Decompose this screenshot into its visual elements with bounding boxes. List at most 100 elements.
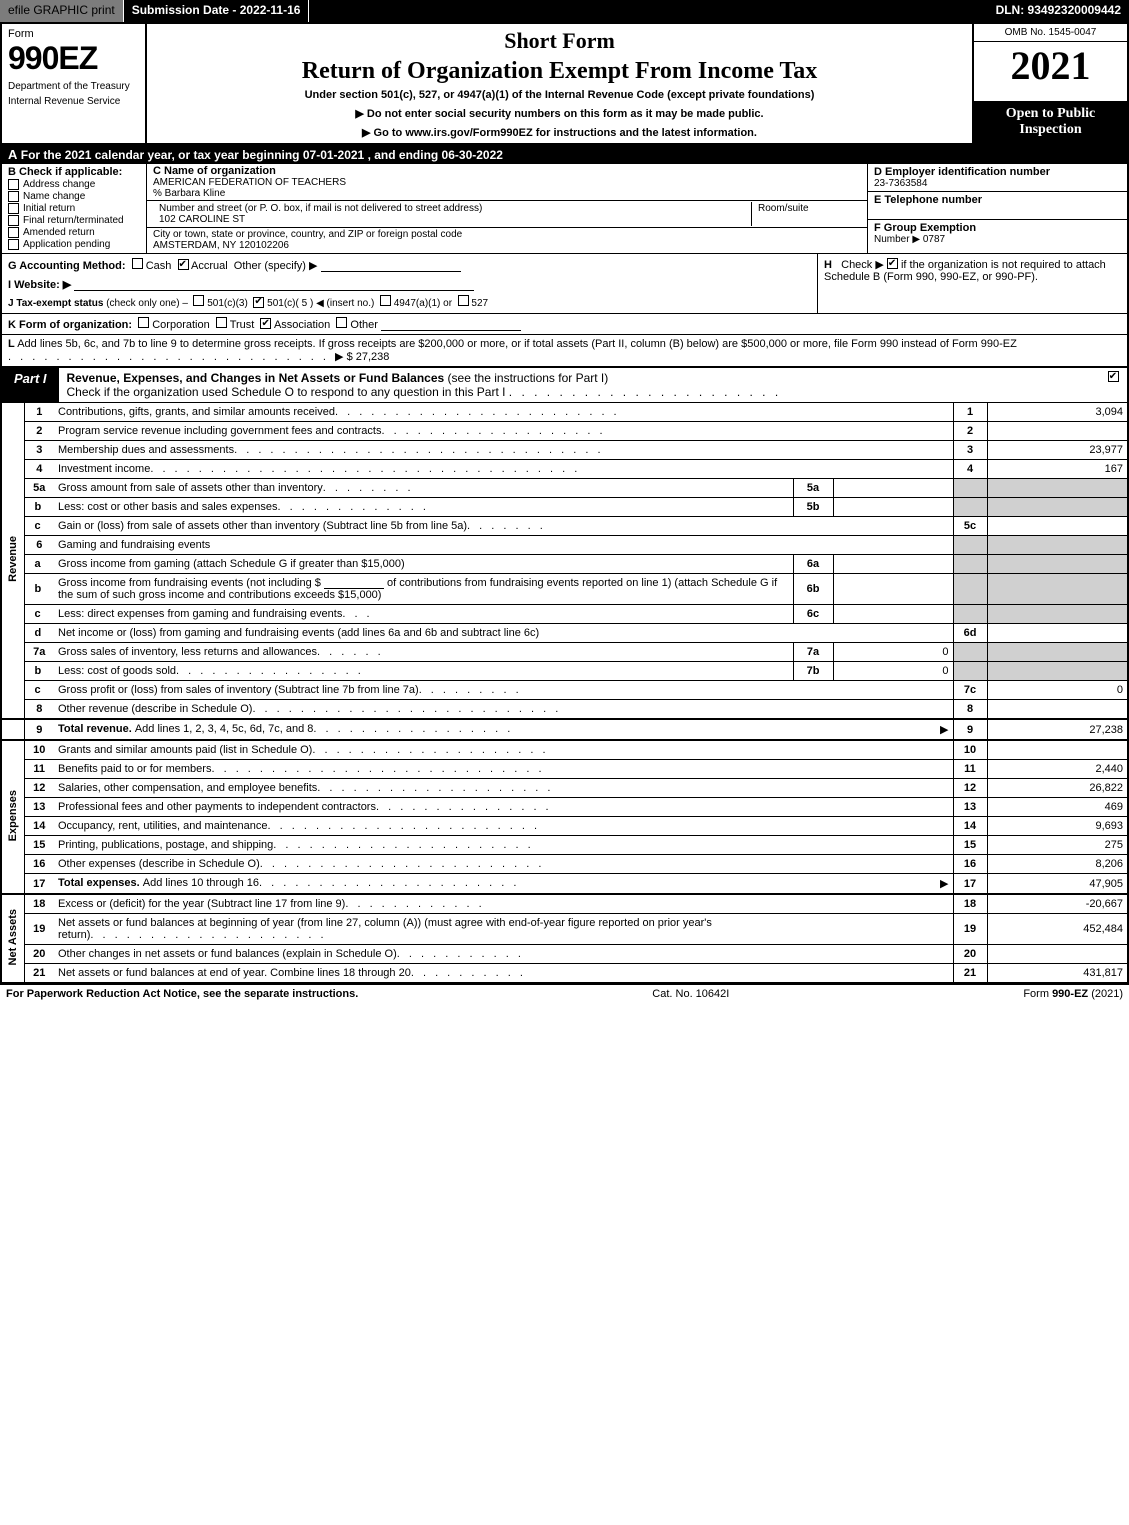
ln: c — [24, 681, 54, 700]
cb-amended-return[interactable] — [8, 227, 19, 238]
j-sub: (check only one) ‒ — [106, 298, 188, 309]
cb-address-change[interactable] — [8, 179, 19, 190]
table-row: 21 Net assets or fund balances at end of… — [2, 964, 1127, 983]
la — [987, 422, 1127, 441]
sh — [987, 643, 1127, 662]
a-text: For the 2021 calendar year, or tax year … — [21, 148, 503, 162]
la — [987, 624, 1127, 643]
table-row: 4 Investment income. . . . . . . . . . .… — [2, 460, 1127, 479]
g-other-blank[interactable] — [321, 260, 461, 272]
j-c3: 501(c)(3) — [207, 298, 248, 309]
table-row: d Net income or (loss) from gaming and f… — [2, 624, 1127, 643]
i-website-blank[interactable] — [74, 279, 474, 291]
b-addr: Address change — [23, 179, 95, 190]
row-a: A For the 2021 calendar year, or tax yea… — [2, 145, 1127, 164]
sh — [953, 605, 987, 624]
ld: Less: cost of goods sold — [58, 665, 176, 677]
d-head: D Employer identification number — [874, 166, 1050, 178]
sh — [953, 643, 987, 662]
table-row: Net Assets 18 Excess or (deficit) for th… — [2, 894, 1127, 914]
cb-assoc[interactable] — [260, 318, 271, 329]
cb-corp[interactable] — [138, 317, 149, 328]
ld: Other expenses (describe in Schedule O) — [58, 858, 260, 870]
cb-name-change[interactable] — [8, 191, 19, 202]
lm: 6c — [793, 605, 833, 624]
cb-h[interactable] — [887, 258, 898, 269]
lr: 11 — [953, 760, 987, 779]
cb-527[interactable] — [458, 295, 469, 306]
ln: 13 — [24, 798, 54, 817]
lmv — [833, 479, 953, 498]
top-bar: efile GRAPHIC print Submission Date - 20… — [0, 0, 1129, 22]
f-num-lbl: Number ▶ — [874, 234, 920, 245]
ln: 3 — [24, 441, 54, 460]
cb-trust[interactable] — [216, 317, 227, 328]
cb-application-pending[interactable] — [8, 239, 19, 250]
cb-501c3[interactable] — [193, 295, 204, 306]
form-number: 990EZ — [8, 40, 139, 77]
sh — [953, 479, 987, 498]
ln: 5a — [24, 479, 54, 498]
cb-4947a1[interactable] — [380, 295, 391, 306]
la: 47,905 — [987, 874, 1127, 895]
lr: 19 — [953, 914, 987, 945]
table-row: b Less: cost or other basis and sales ex… — [2, 498, 1127, 517]
lr: 2 — [953, 422, 987, 441]
cb-initial-return[interactable] — [8, 203, 19, 214]
ln: 11 — [24, 760, 54, 779]
cb-part1-scho[interactable] — [1108, 371, 1119, 382]
la: 9,693 — [987, 817, 1127, 836]
goto-link[interactable]: ▶ Go to www.irs.gov/Form990EZ for instru… — [153, 126, 966, 139]
lr: 18 — [953, 894, 987, 914]
lm: 5a — [793, 479, 833, 498]
irs-label: Internal Revenue Service — [8, 96, 139, 107]
cb-accrual[interactable] — [178, 259, 189, 270]
la — [987, 700, 1127, 720]
table-row: b Gross income from fundraising events (… — [2, 574, 1127, 605]
ld: Less: direct expenses from gaming and fu… — [58, 608, 342, 620]
arrow-icon: ▶ — [940, 723, 948, 736]
c-city-lbl: City or town, state or province, country… — [153, 229, 462, 240]
ld: Grants and similar amounts paid (list in… — [58, 744, 312, 756]
form-ref-b: 990-EZ — [1052, 988, 1088, 1000]
h-box: H Check ▶ if the organization is not req… — [817, 254, 1127, 313]
cb-other[interactable] — [336, 317, 347, 328]
ln: a — [24, 555, 54, 574]
ld: Contributions, gifts, grants, and simila… — [58, 406, 335, 418]
g-cash: Cash — [146, 260, 172, 272]
k-other-blank[interactable] — [381, 319, 521, 331]
arrow-icon: ▶ — [940, 877, 948, 890]
lm: 6a — [793, 555, 833, 574]
lr: 17 — [953, 874, 987, 895]
submission-date-tab[interactable]: Submission Date - 2022-11-16 — [124, 0, 310, 22]
ld: Gross income from gaming (attach Schedul… — [58, 558, 405, 570]
lmv — [833, 555, 953, 574]
ln: 12 — [24, 779, 54, 798]
ld: Other revenue (describe in Schedule O) — [58, 703, 252, 715]
ld: Other changes in net assets or fund bala… — [58, 948, 397, 960]
ldr: Add lines 1, 2, 3, 4, 5c, 6d, 7c, and 8 — [135, 723, 314, 736]
table-row: c Gain or (loss) from sale of assets oth… — [2, 517, 1127, 536]
part1-title: Revenue, Expenses, and Changes in Net As… — [59, 368, 1099, 402]
open-public-badge: Open to Public Inspection — [974, 101, 1127, 143]
part1-bar: Part I Revenue, Expenses, and Changes in… — [2, 368, 1127, 403]
pra-notice: For Paperwork Reduction Act Notice, see … — [6, 988, 358, 1000]
6b-amount-blank[interactable] — [324, 577, 384, 589]
form-ref: Form 990-EZ (2021) — [1023, 988, 1123, 1000]
c-street-lbl: Number and street (or P. O. box, if mail… — [159, 203, 482, 214]
efile-tab[interactable]: efile GRAPHIC print — [0, 0, 124, 22]
cb-cash[interactable] — [132, 258, 143, 269]
lr: 10 — [953, 740, 987, 760]
ld: Excess or (deficit) for the year (Subtra… — [58, 898, 345, 910]
ld: Gross profit or (loss) from sales of inv… — [58, 684, 419, 696]
c-city: AMSTERDAM, NY 120102206 — [153, 240, 289, 251]
ld: Total expenses. — [58, 877, 140, 890]
ld: Benefits paid to or for members — [58, 763, 211, 775]
ld: Membership dues and assessments — [58, 444, 234, 456]
lr: 6d — [953, 624, 987, 643]
ln: 15 — [24, 836, 54, 855]
cb-501c[interactable] — [253, 297, 264, 308]
l-amt: ▶ $ 27,238 — [335, 351, 389, 363]
cb-final-return[interactable] — [8, 215, 19, 226]
sh — [987, 574, 1127, 605]
